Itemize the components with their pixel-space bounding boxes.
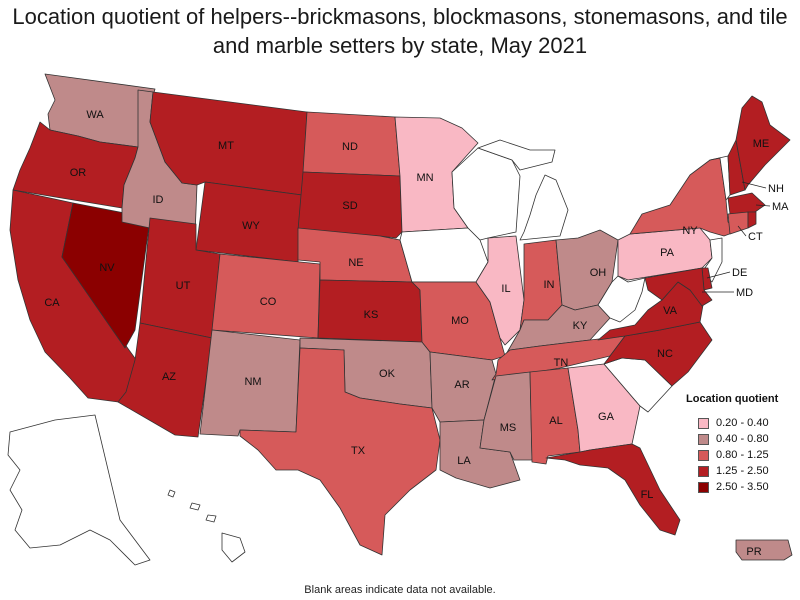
label-IL: IL [501, 283, 510, 295]
label-TN: TN [554, 357, 569, 369]
label-OR: OR [70, 167, 87, 179]
label-PA: PA [660, 247, 675, 259]
label-NE: NE [348, 257, 363, 269]
state-ME[interactable] [735, 95, 791, 191]
legend-label: 0.20 - 0.40 [716, 417, 769, 429]
label-MA: MA [772, 201, 789, 213]
state-AK[interactable] [7, 414, 151, 566]
state-TX[interactable] [239, 347, 441, 556]
label-VA: VA [663, 305, 678, 317]
state-FL[interactable] [545, 443, 681, 536]
legend-label: 0.40 - 0.80 [716, 433, 769, 445]
label-IN: IN [544, 279, 555, 291]
label-GA: GA [598, 411, 615, 423]
label-CA: CA [44, 297, 60, 309]
label-NM: NM [244, 376, 261, 388]
state-IA[interactable] [399, 227, 489, 283]
label-MS: MS [500, 422, 517, 434]
label-WA: WA [86, 109, 104, 121]
legend-label: 1.25 - 2.50 [716, 465, 769, 477]
legend-item: 2.50 - 3.50 [686, 479, 796, 495]
legend-item: 1.25 - 2.50 [686, 463, 796, 479]
label-UT: UT [176, 280, 191, 292]
label-OK: OK [379, 368, 396, 380]
label-OH: OH [590, 267, 607, 279]
label-MN: MN [416, 172, 433, 184]
label-NV: NV [99, 262, 115, 274]
legend-swatch [698, 481, 709, 493]
state-MD[interactable] [644, 267, 713, 307]
label-AZ: AZ [162, 371, 176, 383]
state-MA[interactable] [727, 192, 766, 215]
label-MT: MT [218, 140, 234, 152]
state-IL[interactable] [475, 235, 525, 346]
state-CT[interactable] [727, 211, 749, 235]
label-ID: ID [153, 194, 164, 206]
label-ND: ND [342, 141, 358, 153]
label-NH: NH [768, 183, 784, 195]
legend-swatch [698, 449, 709, 461]
label-CO: CO [260, 296, 277, 308]
label-NC: NC [657, 348, 673, 360]
label-WY: WY [242, 220, 260, 232]
label-AR: AR [454, 379, 469, 391]
label-FL: FL [641, 489, 654, 501]
label-KY: KY [573, 320, 588, 332]
label-SD: SD [342, 200, 357, 212]
legend-title: Location quotient [686, 393, 779, 405]
label-LA: LA [457, 455, 471, 467]
label-ME: ME [753, 138, 770, 150]
state-MI[interactable] [477, 139, 569, 241]
footnote: Blank areas indicate data not available. [304, 584, 496, 596]
legend-item: 0.80 - 1.25 [686, 447, 796, 463]
legend-item: 0.40 - 0.80 [686, 431, 796, 447]
legend-swatch [698, 433, 709, 445]
label-MO: MO [451, 315, 469, 327]
label-NY: NY [682, 225, 698, 237]
state-PR[interactable] [735, 539, 793, 561]
legend-swatch [698, 417, 709, 429]
label-AL: AL [549, 415, 562, 427]
legend-label: 2.50 - 3.50 [716, 481, 769, 493]
label-CT: CT [748, 231, 763, 243]
label-TX: TX [351, 445, 366, 457]
legend-label: 0.80 - 1.25 [716, 449, 769, 461]
map-title: Location quotient of helpers--brickmason… [12, 4, 788, 58]
legend-item: 0.20 - 0.40 [686, 415, 796, 431]
label-DE: DE [732, 267, 747, 279]
label-MD: MD [736, 287, 753, 299]
legend: Location quotient 0.20 - 0.40 0.40 - 0.80… [686, 393, 796, 495]
state-HI[interactable] [167, 489, 246, 563]
label-KS: KS [364, 309, 379, 321]
state-WV[interactable] [597, 275, 646, 323]
legend-swatch [698, 465, 709, 477]
label-PR: PR [746, 546, 761, 558]
state-RI[interactable] [747, 211, 757, 229]
state-VT[interactable] [709, 155, 731, 201]
